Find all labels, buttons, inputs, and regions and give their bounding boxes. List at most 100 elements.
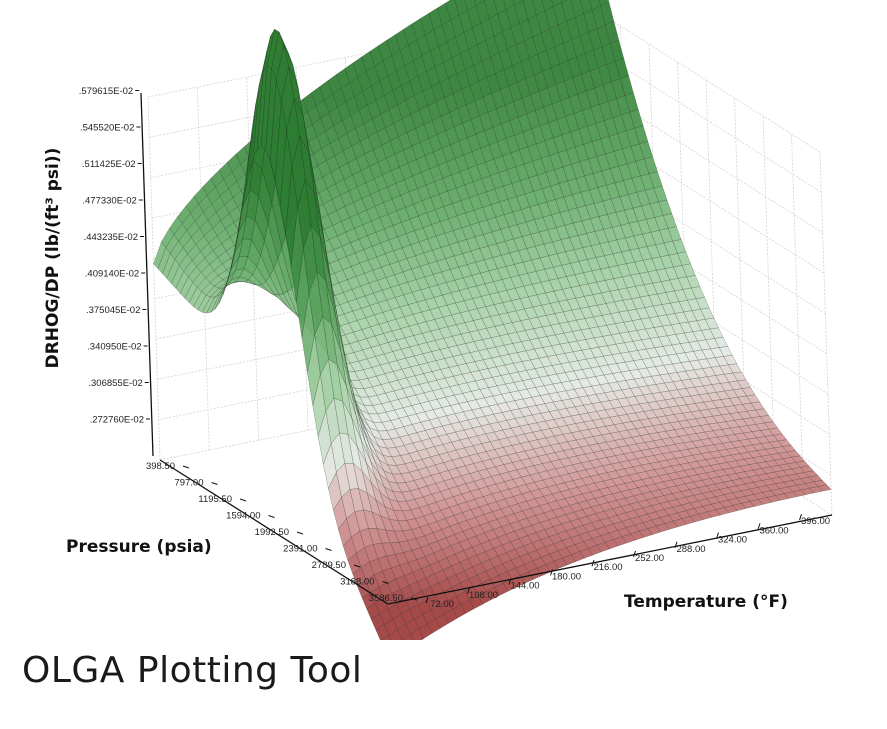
surface-cell — [381, 634, 392, 640]
surface-cell — [353, 198, 367, 215]
surface-cell — [356, 547, 370, 568]
surface-cell — [579, 429, 594, 439]
surface-cell — [471, 272, 486, 287]
surface-cell — [689, 513, 704, 523]
surface-cell — [355, 415, 371, 461]
surface-cell — [585, 482, 600, 493]
surface-cell — [301, 292, 315, 373]
surface-cell — [716, 406, 731, 416]
surface-cell — [669, 278, 684, 292]
z-axis-line — [140, 92, 154, 457]
surface-cell — [630, 530, 644, 541]
surface-cell — [716, 421, 731, 430]
surface-cell — [230, 238, 244, 270]
y-tick-label: 398.50 — [146, 461, 175, 472]
surface-cell — [314, 315, 329, 376]
surface-cell — [486, 466, 501, 477]
z-tick-label: .579615E-02 — [79, 86, 133, 97]
x-tick-label: 144.00 — [510, 581, 539, 592]
surface-cell — [773, 433, 788, 442]
y-tick-mark — [211, 482, 218, 485]
surface-cell — [505, 264, 520, 278]
surface-cell — [258, 36, 271, 86]
surface-cell — [467, 417, 482, 429]
surface-cell — [542, 345, 557, 357]
surface-cell — [417, 184, 431, 202]
z-tick-labels: .272760E-02 .306855E-02 .340950E-02 .375045… — [79, 86, 150, 426]
surface-cell — [676, 483, 690, 492]
surface-cell — [416, 556, 431, 569]
surface-cell — [401, 633, 414, 640]
surface-cell — [439, 488, 454, 500]
surface-cell — [546, 452, 560, 462]
surface-cell — [616, 512, 631, 522]
surface-cell — [442, 441, 457, 453]
surface-cell — [435, 206, 449, 222]
surface-cell — [494, 447, 509, 458]
surface-cell — [748, 462, 763, 471]
surface-cell — [477, 191, 492, 208]
x-tick-mark — [633, 550, 636, 558]
surface-cell — [656, 268, 671, 282]
surface-cell — [418, 238, 433, 254]
surface-cell — [455, 570, 470, 584]
surface-cell — [522, 0, 537, 20]
surface-cell — [605, 151, 619, 169]
surface-cell — [478, 368, 493, 380]
surface-cell — [460, 48, 474, 71]
surface-cell — [753, 480, 768, 488]
surface-cell — [553, 2, 567, 26]
surface-cell — [218, 279, 232, 296]
surface-cell — [202, 177, 216, 196]
y-tick-label: 2789.50 — [312, 560, 346, 571]
surface-cell — [358, 488, 373, 513]
surface-cell — [622, 436, 637, 446]
surface-cell — [442, 565, 457, 579]
surface-cell — [559, 342, 574, 354]
y-tick-mark — [353, 564, 361, 568]
surface-cell — [273, 258, 288, 295]
surface-cell — [425, 181, 440, 198]
surface-cell — [426, 66, 440, 88]
surface-cell — [647, 525, 662, 535]
axes-frame — [140, 92, 833, 605]
surface-cell — [492, 123, 507, 143]
surface-cell — [188, 266, 202, 283]
surface-cell — [465, 100, 480, 120]
surface-cell — [439, 218, 454, 234]
surface-cell — [399, 44, 414, 67]
surface-cell — [469, 81, 484, 102]
surface-cell — [490, 201, 505, 218]
surface-cell — [477, 468, 492, 480]
surface-cell — [456, 212, 471, 229]
surface-cell — [734, 418, 748, 428]
surface-cell — [439, 77, 454, 99]
x-tick-label: 396.00 — [801, 516, 830, 527]
surface-cell — [751, 416, 765, 425]
surface-cell — [374, 202, 389, 218]
surface-cell — [490, 52, 505, 74]
surface-cell — [222, 253, 235, 295]
surface-cell — [765, 471, 780, 480]
surface-cell — [213, 263, 228, 276]
surface-cell — [219, 188, 234, 206]
surface-cell — [705, 338, 720, 350]
y-tick-label: 3586.50 — [369, 593, 403, 604]
surface-cell — [434, 62, 449, 83]
surface-cell — [634, 394, 649, 405]
surface-cell — [612, 251, 627, 266]
x-tick-label: 288.00 — [676, 544, 705, 555]
surface-cell — [637, 499, 652, 509]
surface-cell — [171, 264, 185, 289]
surface-cell — [723, 492, 738, 501]
y-tick-mark — [239, 498, 247, 502]
surface-cell — [423, 512, 438, 525]
y-axis-line — [159, 459, 389, 605]
surface-cell — [750, 401, 765, 411]
surface-cell — [701, 491, 716, 500]
surface-cell — [241, 129, 253, 211]
surface-cell — [474, 234, 489, 249]
surface-cell — [551, 343, 565, 356]
x-tick-mark — [674, 541, 678, 548]
surface-cell — [580, 460, 595, 470]
